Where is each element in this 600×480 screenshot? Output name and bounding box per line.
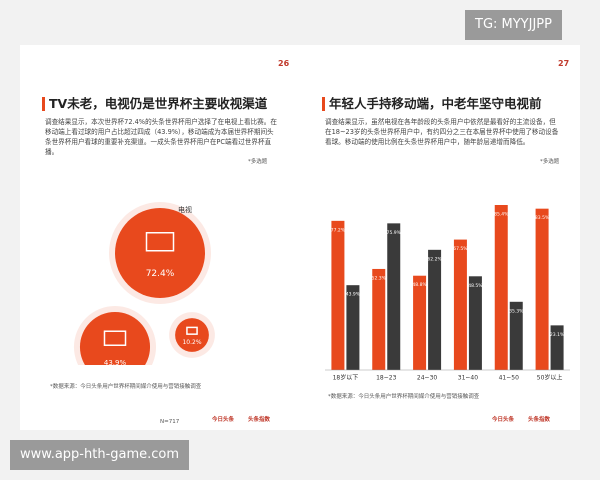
paragraph: 调查结果显示，虽然电视在各年龄段的头条用户中依然是最看好的主流设备，但在18~2… (325, 118, 559, 146)
bar (468, 276, 482, 370)
bar (387, 223, 401, 370)
logo: 头条指数 (528, 417, 551, 423)
bar (346, 285, 360, 370)
bar (453, 239, 467, 370)
source: *数据来源：今日头条用户世界杯期间媒介使用与营销接触调查 (328, 394, 480, 400)
bar (372, 268, 386, 370)
page-number: 27 (558, 59, 570, 68)
logo: 今日头条 (212, 417, 235, 423)
bar-label: 62.2% (427, 256, 442, 262)
watermark: TG: MYYJJPP (465, 10, 562, 40)
bar (494, 205, 508, 370)
note: *多选题 (248, 159, 268, 165)
device-icon (186, 326, 198, 335)
bar-label: 48.5% (468, 283, 483, 289)
category-label: 电视 (178, 205, 192, 214)
paragraph: 调查结果显示，本次世界杯72.4%的头条世界杯用户选择了在电视上看比赛。在移动端… (45, 118, 277, 156)
bar-label: 48.8% (412, 282, 427, 288)
bubble-label: 72.4% (146, 269, 175, 279)
device-icon (103, 330, 127, 346)
bar (331, 220, 345, 370)
bar-label: 52.3% (372, 275, 387, 281)
right-page: 27 年轻人手持移动端，中老年坚守电视前 调查结果显示，虽然电视在各年龄段的头条… (300, 45, 580, 430)
bar-label: 43.9% (346, 292, 361, 298)
x-tick-label: 18~23 (376, 375, 396, 382)
page-number: 26 (278, 59, 290, 68)
bubble (115, 208, 205, 298)
note: *多选题 (540, 159, 560, 165)
source: *数据来源：今日头条用户世界杯期间媒介使用与营销接触调查 (50, 384, 202, 390)
bubble (79, 311, 151, 365)
bubble-label: 43.9% (104, 359, 127, 365)
watermark: www.app-hth-game.com (10, 440, 190, 470)
left-page: 26 TV未老，电视仍是世界杯主要收视渠道 调查结果显示，本次世界杯72.4%的… (20, 45, 300, 430)
x-tick-label: 31~40 (458, 375, 478, 382)
bar (550, 325, 564, 370)
logo: 头条指数 (248, 417, 271, 423)
x-tick-label: 50岁以上 (537, 374, 563, 382)
sample-size: N=717 (160, 419, 180, 425)
bar-label: 85.4% (494, 212, 509, 218)
bar-label: 35.3% (509, 308, 524, 314)
logo: 今日头条 (492, 417, 515, 423)
bar (428, 249, 442, 370)
bar (509, 301, 523, 370)
bar (535, 208, 549, 370)
x-tick-label: 18岁以下 (333, 374, 359, 382)
bar (413, 275, 427, 370)
device-icon (145, 232, 175, 252)
bar-label: 23.1% (550, 332, 565, 338)
bar-label: 77.2% (331, 227, 346, 233)
page-title: TV未老，电视仍是世界杯主要收视渠道 (42, 97, 267, 111)
bubble (175, 318, 209, 352)
x-tick-label: 41~50 (499, 375, 519, 382)
bubble-label: 10.2% (182, 339, 201, 346)
page-title: 年轻人手持移动端，中老年坚守电视前 (322, 97, 542, 111)
bar-label: 75.9% (387, 230, 402, 236)
x-tick-label: 24~30 (417, 375, 437, 382)
bar-label: 67.5% (453, 246, 468, 252)
bar-label: 83.5% (535, 215, 550, 221)
bar-chart: 77.2% 43.9% 18岁以下 52.3% 75.9% 18~23 48.8% 62.2%… (325, 205, 570, 382)
